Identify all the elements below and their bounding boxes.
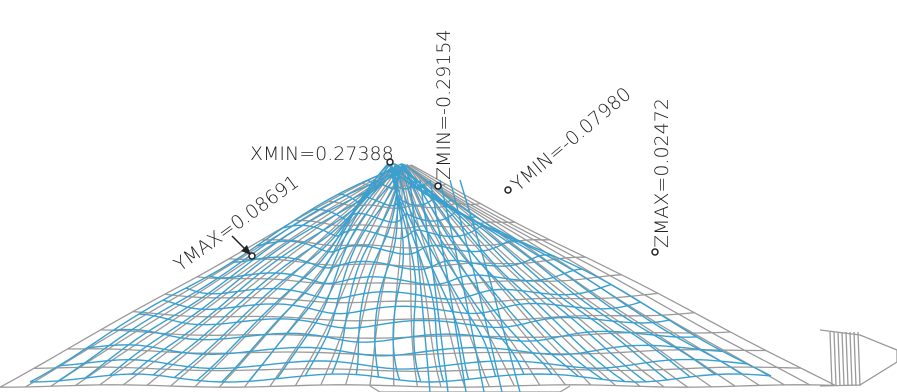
page: {"labels": {"xmin": "XMIN=0.27388", "yma…: [0, 0, 897, 392]
mesh-view: XMIN=0.27388 YMAX=0.08691 ZMIN=-0.29154 …: [0, 0, 897, 392]
gray-toe-line: [858, 332, 860, 386]
gray-toe-line: [842, 332, 844, 386]
gray-toe-line: [838, 332, 840, 386]
gray-toe-line: [834, 332, 836, 386]
gray-toe-line: [854, 332, 856, 386]
blue-mesh-row: [30, 374, 771, 382]
zmax-marker: [652, 249, 658, 255]
gray-toe-line: [830, 332, 832, 386]
blue-core: [460, 180, 520, 392]
blue-core: [410, 180, 430, 392]
ymin-label: YMIN=-0.07980: [507, 83, 635, 196]
xmin-label: XMIN=0.27388: [250, 143, 394, 165]
ymin-marker: [505, 187, 511, 193]
zmin-label: ZMIN=-0.29154: [433, 29, 455, 180]
zmin-marker: [435, 183, 441, 189]
gray-toe-line: [846, 332, 848, 386]
blue-mesh-col: [332, 169, 401, 374]
zmax-label: ZMAX=0.02472: [651, 98, 673, 248]
undeformed-mesh: [0, 165, 897, 392]
annotations: XMIN=0.27388 YMAX=0.08691 ZMIN=-0.29154 …: [170, 29, 673, 276]
gray-toe-line: [850, 332, 852, 386]
